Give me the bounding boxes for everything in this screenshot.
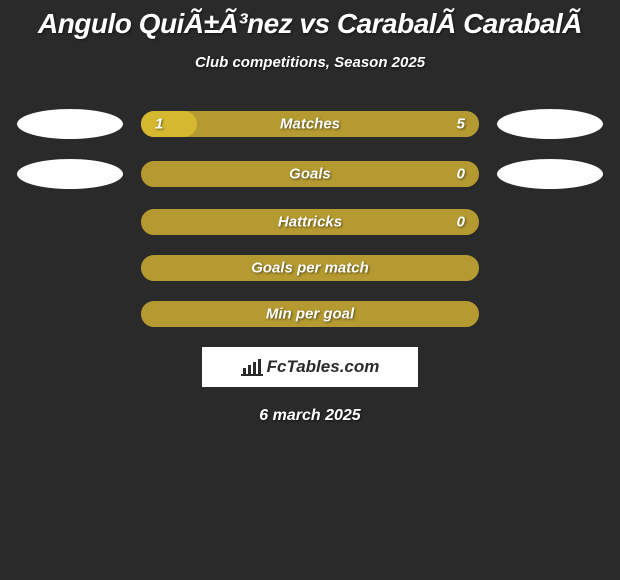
chart-icon (241, 358, 263, 376)
stat-label: Goals per match (251, 260, 369, 277)
stat-value-right: 0 (457, 214, 465, 231)
branding-badge: FcTables.com (202, 347, 418, 387)
stat-row: Goals 0 (0, 159, 620, 189)
stat-bar: Min per goal (141, 301, 479, 327)
team-marker-right (497, 109, 603, 139)
stat-bar: Matches 1 5 (141, 111, 479, 137)
stat-label: Goals (289, 166, 331, 183)
stat-label: Matches (280, 116, 340, 133)
team-marker-right (497, 159, 603, 189)
stat-value-right: 0 (457, 166, 465, 183)
page-subtitle: Club competitions, Season 2025 (0, 54, 620, 71)
branding-text: FcTables.com (267, 357, 380, 377)
stat-row: Min per goal (0, 301, 620, 327)
page-title: Angulo QuiÃ±Ã³nez vs CarabalÃ­ CarabalÃ­ (0, 8, 620, 40)
date-label: 6 march 2025 (0, 407, 620, 425)
stat-bar: Goals per match (141, 255, 479, 281)
team-marker-left (17, 109, 123, 139)
stat-label: Min per goal (266, 306, 354, 323)
stat-bar: Goals 0 (141, 161, 479, 187)
stat-row: Goals per match (0, 255, 620, 281)
stat-value-left: 1 (155, 116, 163, 133)
stat-bar-fill (141, 111, 197, 137)
stat-row: Hattricks 0 (0, 209, 620, 235)
stat-value-right: 5 (457, 116, 465, 133)
stats-list: Matches 1 5 Goals 0 Hattricks 0 Goals per match… (0, 109, 620, 327)
comparison-infographic: Angulo QuiÃ±Ã³nez vs CarabalÃ­ CarabalÃ­… (0, 0, 620, 580)
stat-bar: Hattricks 0 (141, 209, 479, 235)
stat-row: Matches 1 5 (0, 109, 620, 139)
team-marker-left (17, 159, 123, 189)
stat-label: Hattricks (278, 214, 342, 231)
